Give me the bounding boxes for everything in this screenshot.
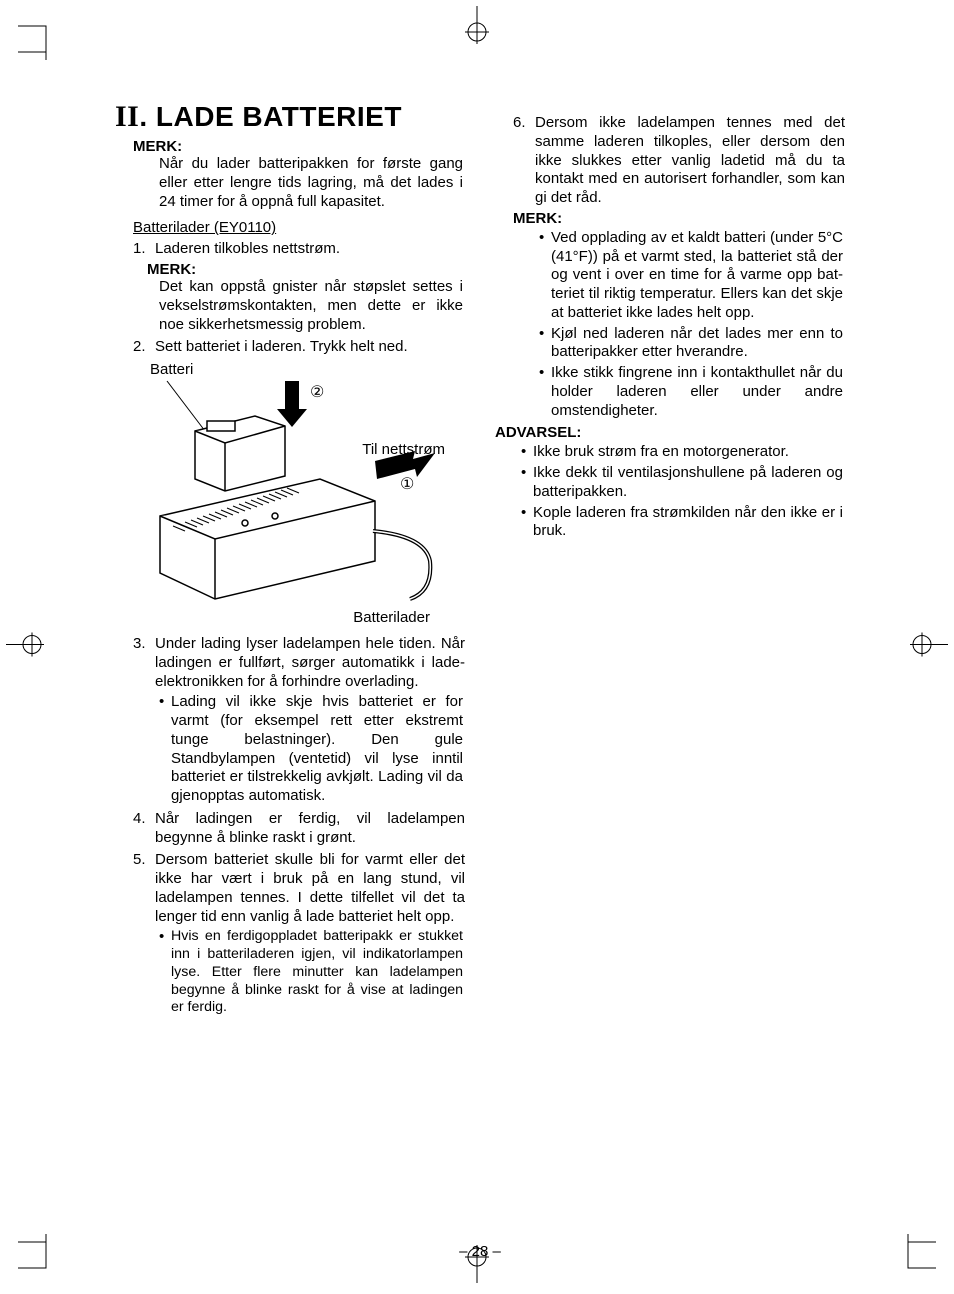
- bullet-dot: •: [539, 325, 551, 363]
- warning-bullet-3: • Kople laderen fra strømkilden når den …: [521, 504, 843, 542]
- warning-bullet-3-text: Kople laderen fra strømkilden når den ik…: [533, 504, 843, 542]
- callout-2: ②: [310, 384, 324, 401]
- note-right-bullet-3-text: Ikke stikk fingrene inn i kontakt­hullet…: [551, 364, 843, 420]
- step-5: 5. Dersom batteriet skulle bli for varmt…: [133, 851, 465, 926]
- note-label-right: MERK:: [513, 210, 845, 227]
- step-3-number: 3.: [133, 635, 155, 691]
- page-number: – 28 –: [115, 1243, 845, 1260]
- note-right-bullet-1-text: Ved opplading av et kaldt bat­teri (unde…: [551, 229, 843, 323]
- warning-bullet-2-text: Ikke dekk til ventilasjonshullene på lad…: [533, 464, 843, 502]
- note-right-bullet-3: • Ikke stikk fingrene inn i kontakt­hull…: [539, 364, 843, 420]
- step-3-bullet-text: Lading vil ikke skje hvis bat­teriet er …: [171, 693, 463, 806]
- step-5-bullet-text: Hvis en ferdigoppladet batteripakk er st…: [171, 928, 463, 1017]
- step-5-text: Dersom batteriet skulle bli for varmt el…: [155, 851, 465, 926]
- bullet-dot: •: [539, 229, 551, 323]
- bullet-dot: •: [521, 504, 533, 542]
- section-heading: II. LADE BATTERIET: [115, 100, 465, 134]
- step-1: 1. Laderen tilkobles nettstrøm.: [133, 240, 465, 259]
- subheading-charger: Batterilader (EY0110): [133, 219, 465, 236]
- note-right-bullet-1: • Ved opplading av et kaldt bat­teri (un…: [539, 229, 843, 323]
- crop-mark-tl: [18, 18, 60, 60]
- step-2: 2. Sett batteriet i laderen. Trykk helt …: [133, 338, 465, 357]
- step-5-bullet: • Hvis en ferdigoppladet batteripakk er …: [159, 928, 463, 1017]
- figure-label-mains: Til nettstrøm: [362, 441, 445, 458]
- note-body-1: Når du lader batteripakken for første ga…: [159, 155, 463, 211]
- bullet-dot: •: [159, 693, 171, 806]
- step-6-number: 6.: [513, 114, 535, 208]
- note-right-bullet-2: • Kjøl ned laderen når det lades mer enn…: [539, 325, 843, 363]
- page-content: II. LADE BATTERIET MERK: Når du lader ba…: [115, 100, 845, 1220]
- warning-bullet-1-text: Ikke bruk strøm fra en motorgene­rator.: [533, 443, 843, 462]
- bullet-dot: •: [521, 443, 533, 462]
- registration-mark-right: [910, 623, 948, 672]
- note-label-2: MERK:: [147, 261, 465, 278]
- bullet-dot: •: [521, 464, 533, 502]
- charger-illustration: ②: [145, 361, 455, 631]
- left-column: II. LADE BATTERIET MERK: Når du lader ba…: [115, 100, 465, 1017]
- callout-1: ①: [400, 476, 414, 493]
- crop-mark-br: [894, 1234, 936, 1276]
- step-1-text: Laderen tilkobles nettstrøm.: [155, 240, 465, 259]
- figure-label-battery: Batteri: [150, 361, 193, 378]
- charger-figure: Batteri Til nettstrøm Batterilader ②: [145, 361, 455, 631]
- bullet-dot: •: [539, 364, 551, 420]
- note-body-2: Det kan oppstå gnister når støpslet sett…: [159, 278, 463, 334]
- warning-label: ADVARSEL:: [495, 424, 845, 441]
- figure-label-charger: Batterilader: [353, 609, 430, 626]
- step-1-number: 1.: [133, 240, 155, 259]
- step-3-text: Under lading lyser ladelampen hele tiden…: [155, 635, 465, 691]
- heading-text: . LADE BATTERIET: [139, 101, 402, 132]
- warning-bullet-1: • Ikke bruk strøm fra en motorgene­rator…: [521, 443, 843, 462]
- note-label-1: MERK:: [133, 138, 465, 155]
- registration-mark-left: [6, 623, 44, 672]
- step-4-text: Når ladingen er ferdig, vil ladelam­pen …: [155, 810, 465, 848]
- step-2-number: 2.: [133, 338, 155, 357]
- step-2-text: Sett batteriet i laderen. Trykk helt ned…: [155, 338, 465, 357]
- note-right-bullet-2-text: Kjøl ned laderen når det lades mer enn t…: [551, 325, 843, 363]
- bullet-dot: •: [159, 928, 171, 1017]
- step-6-text: Dersom ikke ladelampen tennes med det sa…: [535, 114, 845, 208]
- crop-mark-bl: [18, 1234, 60, 1276]
- registration-mark-top: [455, 6, 499, 49]
- warning-bullet-2: • Ikke dekk til ventilasjonshullene på l…: [521, 464, 843, 502]
- roman-numeral: II: [115, 100, 139, 133]
- step-5-number: 5.: [133, 851, 155, 926]
- step-3: 3. Under lading lyser ladelampen hele ti…: [133, 635, 465, 691]
- step-3-bullet: • Lading vil ikke skje hvis bat­teriet e…: [159, 693, 463, 806]
- step-4: 4. Når ladingen er ferdig, vil ladelam­p…: [133, 810, 465, 848]
- right-column: 6. Dersom ikke ladelampen tennes med det…: [495, 100, 845, 1017]
- step-4-number: 4.: [133, 810, 155, 848]
- step-6: 6. Dersom ikke ladelampen tennes med det…: [513, 114, 845, 208]
